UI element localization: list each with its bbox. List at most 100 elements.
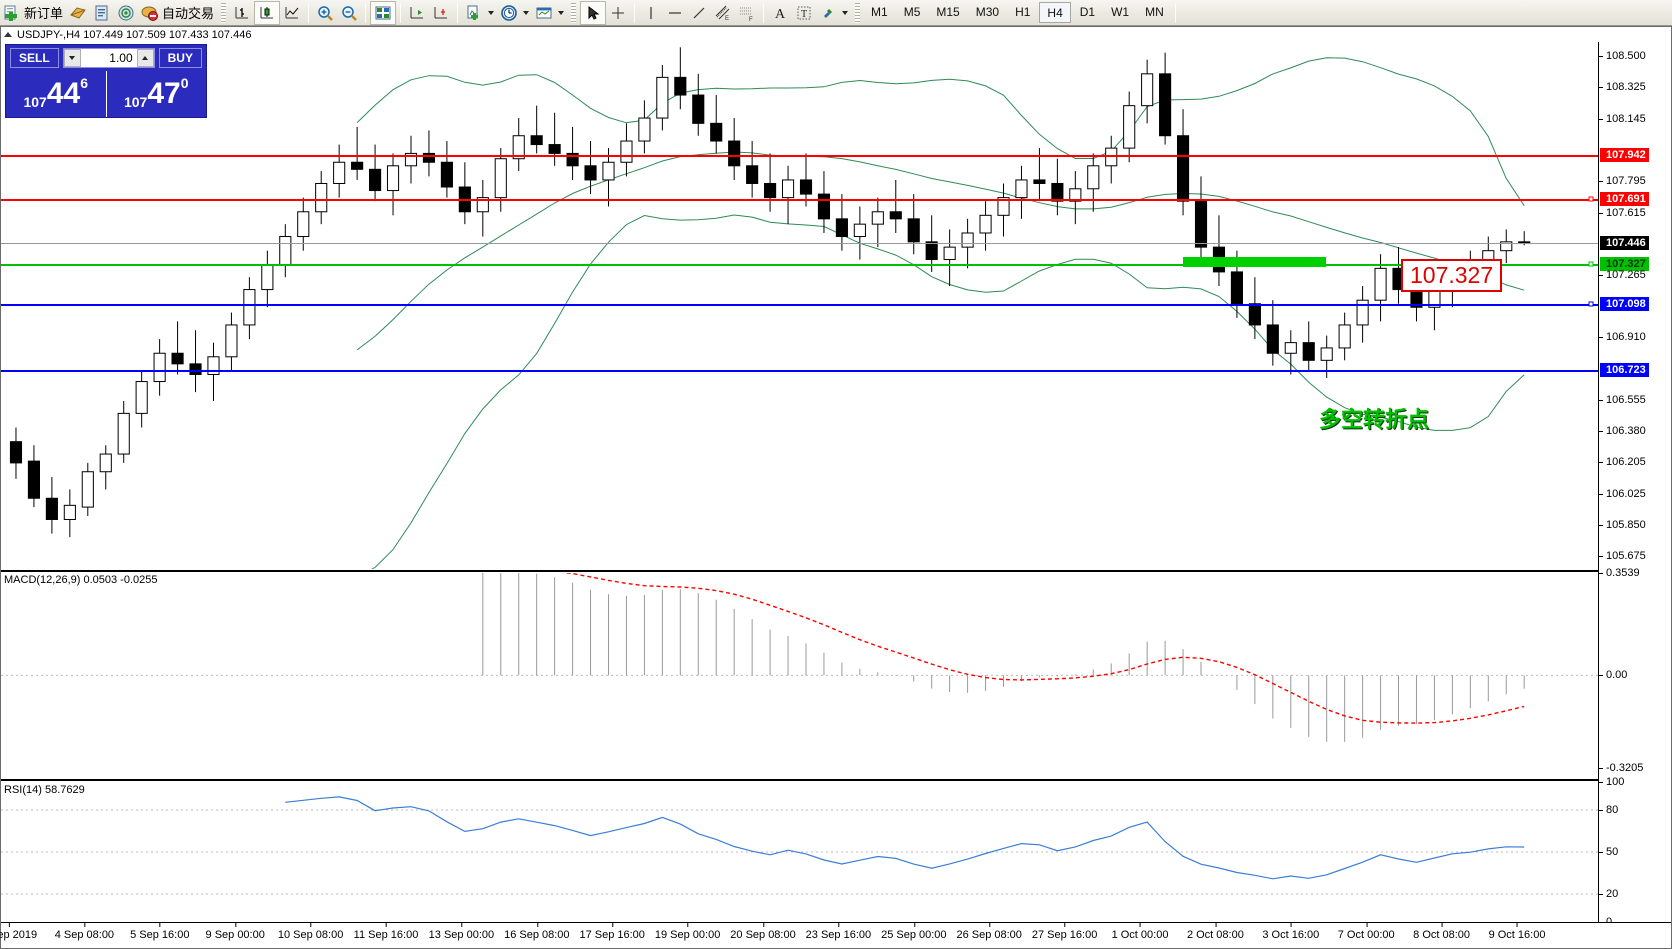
timeframe-m15[interactable]: M15 [936, 5, 960, 19]
price-label-resistance[interactable]: 107.942 [1600, 147, 1649, 162]
chevron-down-icon[interactable] [523, 10, 530, 15]
support-zone-rectangle[interactable] [1183, 256, 1326, 267]
text-label-button[interactable]: T [792, 1, 816, 25]
price-label-resistance[interactable]: 107.691 [1600, 192, 1649, 207]
chart-grid-button[interactable] [370, 0, 397, 25]
sell-price-display[interactable]: 107 44 6 [6, 71, 106, 117]
chevron-down-icon[interactable] [488, 10, 495, 15]
toolbar-grip[interactable] [571, 2, 577, 23]
time-tick: 3 Sep 2019 [0, 923, 37, 941]
pane-separator[interactable] [1, 779, 1671, 781]
pivot-line-handle[interactable] [1588, 261, 1594, 267]
price-label-support[interactable]: 106.723 [1600, 363, 1649, 378]
sell-button[interactable]: SELL [10, 48, 59, 68]
price-plot-area[interactable] [1, 42, 1598, 569]
rsi-pane[interactable] [1, 782, 1598, 922]
text-button[interactable]: A [768, 1, 792, 25]
macd-pane[interactable] [1, 573, 1598, 768]
toolbar-grip[interactable] [855, 2, 861, 23]
resistance-line-2[interactable] [1, 199, 1598, 202]
timeframe-m30[interactable]: M30 [975, 5, 1000, 19]
horizontal-line-icon [666, 4, 684, 22]
last-price-line[interactable] [1, 242, 1598, 244]
signals-button[interactable] [114, 1, 138, 25]
zoom-in-icon [316, 4, 334, 22]
timeframe-d1[interactable]: D1 [1079, 5, 1096, 19]
support-line-1-handle[interactable] [1588, 301, 1594, 307]
draw-objects-button[interactable] [816, 1, 851, 25]
support-line-2[interactable] [1, 370, 1598, 373]
time-tick: 9 Oct 16:00 [1488, 923, 1546, 941]
buy-button[interactable]: BUY [158, 48, 202, 68]
horizontal-line-button[interactable] [663, 1, 687, 25]
zoom-in-button[interactable] [313, 1, 337, 25]
equidistant-channel-button[interactable]: E [711, 1, 735, 25]
chevron-down-icon[interactable] [558, 10, 565, 15]
pane-separator[interactable] [1, 570, 1671, 572]
line-chart-button[interactable] [280, 1, 304, 25]
trendline-button[interactable] [687, 1, 711, 25]
period-clock-icon [500, 4, 518, 22]
line-chart-icon [283, 4, 301, 22]
chevron-down-icon[interactable] [842, 10, 849, 15]
one-click-trading-panel[interactable]: SELL 1.00 BUY 107 44 6 107 47 0 [5, 44, 207, 118]
toolbar-separator [763, 2, 765, 23]
volume-stepper[interactable]: 1.00 [62, 48, 155, 68]
expert-advisor-button[interactable] [66, 1, 90, 25]
price-axis[interactable]: 108.500 108.325 108.145 107.942 107.795 107.6… [1598, 42, 1671, 928]
buy-price-big: 47 [147, 77, 181, 110]
expert-advisor-icon [69, 4, 87, 22]
indicators-button[interactable] [462, 1, 497, 25]
candlestick-chart-button[interactable] [254, 0, 281, 25]
bar-chart-icon [233, 4, 251, 22]
price-label-support[interactable]: 107.098 [1600, 297, 1649, 312]
new-order-button[interactable]: 新订单 [0, 1, 66, 25]
price-label-pivot[interactable]: 107.327 [1600, 256, 1649, 271]
timeframe-h1[interactable]: H1 [1015, 5, 1031, 19]
price-label-last-price[interactable]: 107.446 [1600, 235, 1649, 250]
time-tick: 27 Sep 16:00 [1031, 923, 1098, 941]
toolbar-separator [308, 2, 310, 23]
fibonacci-icon: F [738, 4, 756, 23]
rsi-tick: 20 [1599, 888, 1618, 900]
timeframe-m5[interactable]: M5 [903, 5, 921, 19]
time-tick: 11 Sep 16:00 [353, 923, 419, 941]
autotrading-icon [141, 4, 159, 22]
symbol-info-bar: USDJPY-,H4 107.449 107.509 107.433 107.4… [1, 27, 1671, 42]
resistance-line-2-handle[interactable] [1588, 196, 1594, 202]
autotrading-button[interactable]: 自动交易 [138, 1, 217, 25]
timeframe-h4[interactable]: H4 [1039, 2, 1071, 23]
rsi-tick: 80 [1599, 804, 1618, 816]
main-toolbar: 新订单 [0, 0, 1672, 26]
vertical-line-icon [642, 4, 660, 22]
zoom-out-button[interactable] [337, 1, 361, 25]
time-tick: 13 Sep 00:00 [428, 923, 495, 941]
timeframe-m1[interactable]: M1 [871, 5, 888, 19]
toolbar-grip[interactable] [221, 2, 227, 23]
resistance-line-1[interactable] [1, 154, 1598, 157]
rsi-label: RSI(14) 58.7629 [4, 784, 85, 796]
pivot-line[interactable] [1, 263, 1598, 266]
support-line-1[interactable] [1, 304, 1598, 307]
chart-window[interactable]: USDJPY-,H4 107.449 107.509 107.433 107.4… [0, 26, 1672, 949]
crosshair-button[interactable] [606, 1, 630, 25]
toolbar-separator [365, 2, 367, 23]
time-axis[interactable]: 3 Sep 2019 4 Sep 08:00 5 Sep 16:00 9 Sep 00… [0, 922, 1671, 948]
cursor-button[interactable] [580, 0, 607, 25]
bar-chart-button[interactable] [230, 1, 254, 25]
volume-decrease-button[interactable] [63, 49, 81, 67]
volume-input[interactable]: 1.00 [109, 51, 133, 65]
chart-shift-button[interactable] [405, 1, 429, 25]
period-button[interactable] [497, 1, 532, 25]
timeframe-w1[interactable]: W1 [1111, 5, 1130, 19]
fibonacci-button[interactable]: F [735, 1, 759, 25]
collapse-triangle-icon[interactable] [4, 32, 12, 37]
volume-increase-button[interactable] [136, 49, 154, 67]
time-tick: 1 Oct 00:00 [1111, 923, 1169, 941]
timeframe-mn[interactable]: MN [1145, 5, 1164, 19]
metaeditor-button[interactable] [90, 1, 114, 25]
vertical-line-button[interactable] [639, 1, 663, 25]
buy-price-display[interactable]: 107 47 0 [105, 71, 207, 117]
auto-scroll-button[interactable] [429, 1, 453, 25]
templates-button[interactable] [532, 1, 567, 25]
